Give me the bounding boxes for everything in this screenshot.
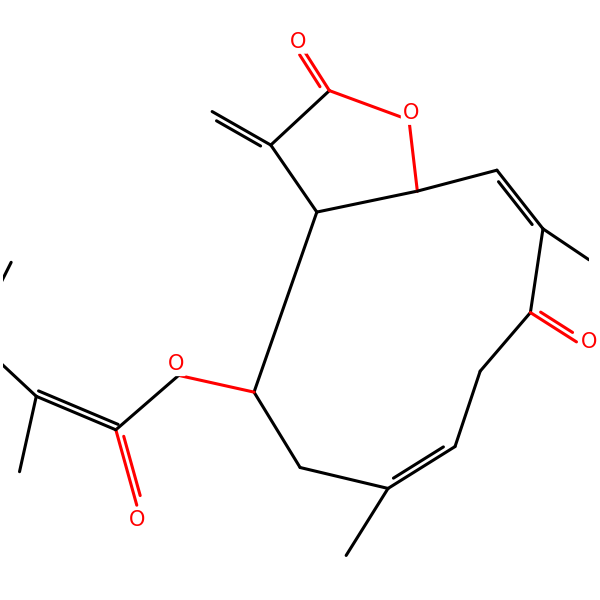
Text: O: O — [290, 32, 307, 52]
Text: O: O — [581, 332, 597, 352]
Text: O: O — [403, 103, 419, 123]
Text: O: O — [168, 355, 184, 374]
Text: O: O — [128, 510, 145, 530]
